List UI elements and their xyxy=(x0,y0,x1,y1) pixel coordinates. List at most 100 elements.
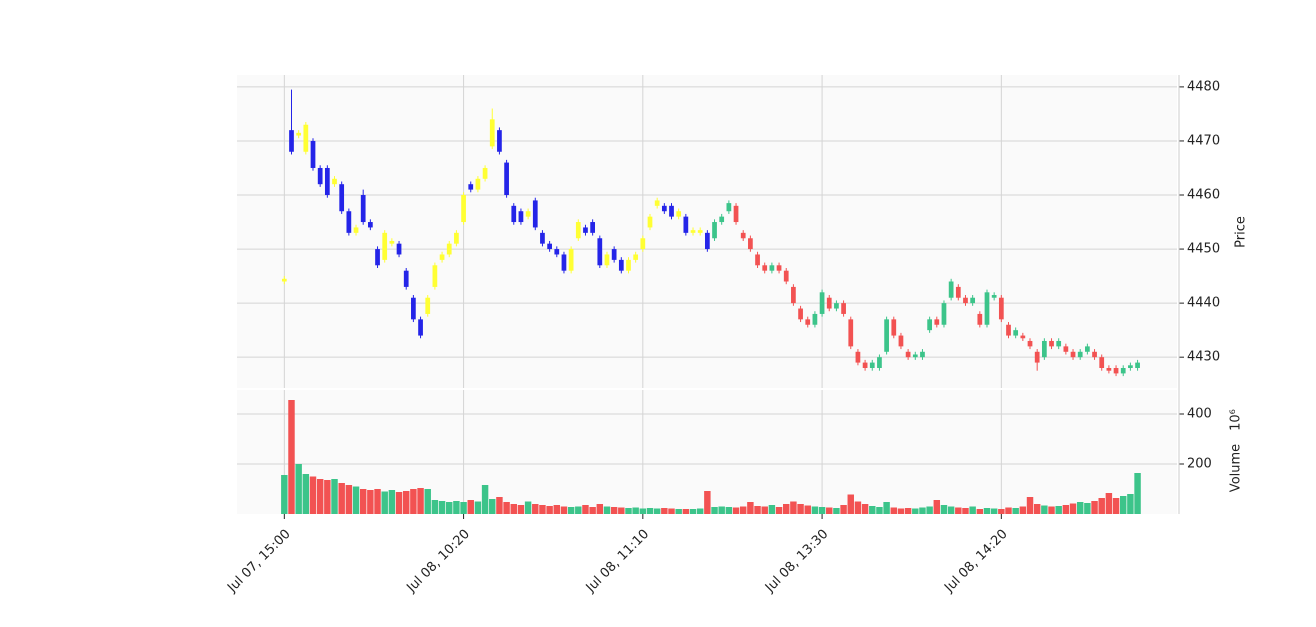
candle-body xyxy=(403,270,409,287)
candle-body xyxy=(626,259,631,271)
volume-bar xyxy=(1134,473,1141,514)
volume-bar xyxy=(797,504,804,514)
volume-bar xyxy=(675,509,682,514)
volume-bar xyxy=(704,491,711,514)
volume-bar xyxy=(424,489,431,514)
candle-body xyxy=(791,286,796,304)
candle-body xyxy=(382,232,388,260)
candle-body xyxy=(346,211,352,233)
candle-body xyxy=(834,303,839,309)
candle-body xyxy=(826,297,832,309)
volume-bar xyxy=(1055,506,1062,514)
volume-bar xyxy=(560,506,568,514)
candle-body xyxy=(776,265,782,271)
x-tick-label: Jul 08, 11:10 xyxy=(583,527,652,596)
candle-body xyxy=(504,162,509,196)
volume-bar xyxy=(1084,503,1091,514)
candle-body xyxy=(389,240,395,244)
volume-bar xyxy=(1019,506,1027,514)
volume-bar xyxy=(1105,493,1113,514)
volume-bar xyxy=(653,508,661,514)
volume-bar xyxy=(639,508,647,514)
volume-bar xyxy=(596,504,604,514)
volume-bar xyxy=(725,507,733,514)
candle-body xyxy=(970,297,976,304)
candle-body xyxy=(769,265,775,271)
volume-bar xyxy=(295,464,302,514)
volume-bar xyxy=(897,508,905,514)
volume-bar xyxy=(460,502,467,514)
x-tick-label: Jul 07, 15:00 xyxy=(224,527,293,596)
volume-bar xyxy=(912,508,919,514)
candle-body xyxy=(783,270,789,282)
candle-body xyxy=(912,354,918,358)
volume-bar xyxy=(661,508,668,514)
volume-bar xyxy=(410,489,417,514)
candle-body xyxy=(561,254,567,271)
candle-body xyxy=(654,200,660,206)
candle-body xyxy=(841,303,846,314)
volume-bar xyxy=(553,505,561,514)
volume-bar xyxy=(833,508,840,514)
volume-bar xyxy=(976,509,984,514)
candle-body xyxy=(575,222,581,239)
volume-bar xyxy=(990,508,998,514)
candle-body xyxy=(719,216,725,223)
candle-body xyxy=(439,254,445,260)
candle-body xyxy=(905,351,911,358)
candle-body xyxy=(1006,324,1011,336)
volume-bar xyxy=(632,507,639,514)
volume-bar xyxy=(804,505,811,514)
candle-body xyxy=(877,357,882,368)
volume-bar xyxy=(302,474,310,514)
candle-body xyxy=(669,205,674,217)
candle-body xyxy=(604,254,610,266)
candle-body xyxy=(798,308,803,320)
volume-bar xyxy=(826,507,833,514)
candle-body xyxy=(1128,365,1133,368)
candle-body xyxy=(446,243,452,255)
candle-body xyxy=(411,297,416,320)
volume-bar xyxy=(503,502,510,514)
candle-body xyxy=(482,167,488,179)
candle-body xyxy=(704,232,710,250)
volume-bar xyxy=(818,507,826,514)
volume-bar xyxy=(754,506,761,514)
candle-body xyxy=(611,249,617,260)
candle-body xyxy=(303,124,309,152)
candle-body xyxy=(984,292,990,325)
volume-bar xyxy=(575,506,582,514)
volume-bar xyxy=(481,485,489,514)
volume-bar xyxy=(1062,505,1070,514)
candle-body xyxy=(339,184,345,212)
candle-body xyxy=(511,205,517,223)
candle-body xyxy=(891,319,897,336)
candle-body xyxy=(367,222,373,228)
candle-body xyxy=(418,319,423,336)
candle-body xyxy=(489,119,495,147)
candle-body xyxy=(805,319,811,325)
volume-bar xyxy=(747,502,754,514)
volume-bar xyxy=(603,506,611,514)
candle-body xyxy=(1106,367,1112,371)
volume-bar xyxy=(324,480,331,514)
volume-bar xyxy=(395,492,403,514)
y-tick-label: 4480 xyxy=(1187,79,1220,94)
volume-bar xyxy=(618,507,625,514)
volume-bar xyxy=(739,506,747,514)
volume-bar xyxy=(790,501,797,514)
candle-body xyxy=(1077,351,1083,358)
candle-body xyxy=(812,313,818,325)
candle-body xyxy=(963,297,968,304)
candle-body xyxy=(941,303,947,325)
candle-body xyxy=(762,265,768,271)
volume-bar xyxy=(367,490,374,514)
volume-bar xyxy=(904,508,912,514)
volume-bar xyxy=(783,504,790,514)
y-tick-label: 4450 xyxy=(1187,242,1220,257)
candle-body xyxy=(1020,335,1026,339)
volume-bar xyxy=(718,506,725,514)
candle-body xyxy=(353,227,359,233)
volume-bar xyxy=(489,499,496,514)
volume-bar xyxy=(711,507,718,514)
